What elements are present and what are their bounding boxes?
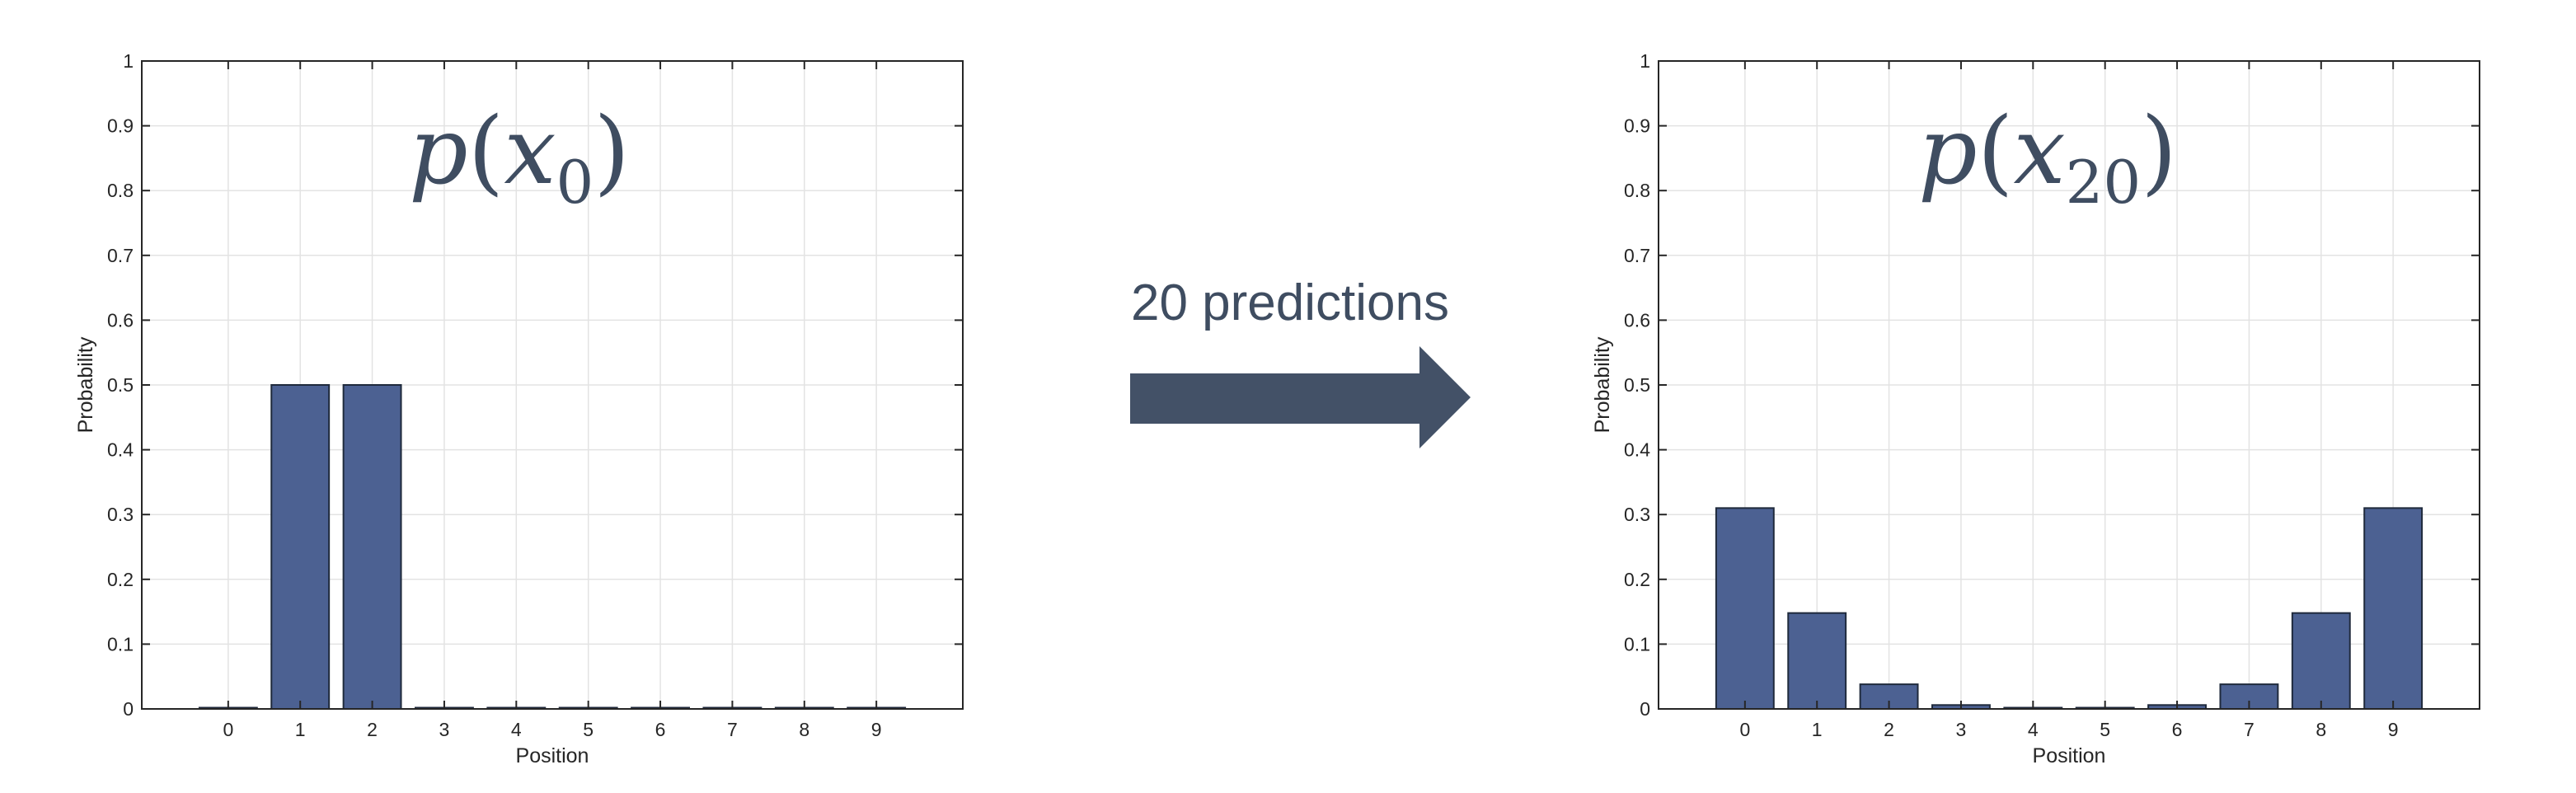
title-func: p (409, 98, 468, 205)
bar-position-1 (1787, 612, 1847, 710)
title-close: ) (2141, 98, 2177, 205)
chart-title: p(x0) (409, 98, 630, 217)
y-tick-label: 0.8 (107, 180, 134, 201)
x-tick-label: 4 (2028, 719, 2039, 740)
x-tick-label: 5 (2100, 719, 2110, 740)
y-tick-label: 0.4 (107, 439, 134, 461)
title-sub: 0 (556, 148, 594, 217)
right-arrow-icon (1130, 346, 1471, 448)
y-tick-label: 0.2 (1624, 569, 1650, 590)
title-close: ) (594, 98, 630, 205)
x-tick-label: 9 (871, 719, 882, 740)
x-tick-label: 8 (799, 719, 809, 740)
x-tick-label: 2 (1884, 719, 1894, 740)
x-axis-label: Position (516, 744, 589, 767)
y-tick-label: 0 (1640, 698, 1650, 720)
bar-position-9 (2363, 507, 2424, 711)
y-tick-label: 0.8 (1624, 180, 1650, 201)
y-tick-label: 0.6 (107, 309, 134, 331)
y-tick-label: 0.7 (107, 245, 134, 266)
x-tick-label: 9 (2388, 719, 2399, 740)
y-tick-label: 0.1 (1624, 633, 1650, 655)
x-tick-label: 0 (223, 719, 233, 740)
chart-p-x20: 0 0.1 0.2 0.3 0.4 0.5 0.6 0.7 0.8 0.9 1 0 1 2 3 4 5 6 7 8 9 P… (1591, 50, 2480, 767)
x-tick-label: 6 (655, 719, 666, 740)
y-tick-label: 0.5 (1624, 374, 1650, 396)
y-tick-label: 0.9 (1624, 115, 1650, 137)
y-tick-label: 0.2 (107, 569, 134, 590)
y-tick-label: 0.3 (107, 504, 134, 525)
x-tick-label: 5 (583, 719, 594, 740)
y-tick-label: 1 (1640, 50, 1650, 72)
prediction-arrow: 20 predictions (1130, 274, 1471, 448)
title-var: x (504, 98, 556, 205)
y-axis-label: Probability (74, 336, 97, 433)
x-tick-label: 8 (2316, 719, 2326, 740)
bar-position-2 (342, 384, 402, 710)
x-tick-label: 7 (727, 719, 738, 740)
x-tick-label: 6 (2172, 719, 2183, 740)
title-open: ( (1978, 98, 2014, 205)
y-tick-label: 0.4 (1624, 439, 1650, 461)
x-tick-label: 7 (2244, 719, 2255, 740)
x-axis-label: Position (2033, 744, 2106, 767)
y-axis-label: Probability (1591, 336, 1614, 433)
x-tick-label: 1 (295, 719, 306, 740)
y-tick-label: 0.9 (107, 115, 134, 137)
x-tick-label: 1 (1812, 719, 1823, 740)
y-tick-label: 0.7 (1624, 245, 1650, 266)
x-tick-label: 0 (1739, 719, 1750, 740)
y-tick-label: 1 (123, 50, 134, 72)
title-open: ( (468, 98, 504, 205)
bar-position-0 (1715, 507, 1775, 711)
x-tick-label: 2 (367, 719, 378, 740)
bar-position-8 (2291, 612, 2351, 710)
y-tick-label: 0 (123, 698, 134, 720)
x-tick-label: 3 (1956, 719, 1967, 740)
y-tick-label: 0.3 (1624, 504, 1650, 525)
title-sub: 20 (2066, 148, 2142, 217)
y-tick-label: 0.6 (1624, 309, 1650, 331)
bar-position-1 (270, 384, 331, 710)
title-func: p (1918, 98, 1978, 205)
chart-title: p(x20) (1918, 98, 2177, 217)
x-tick-label: 4 (511, 719, 522, 740)
arrow-label: 20 predictions (1131, 274, 1449, 331)
chart-p-x0: 0 0.1 0.2 0.3 0.4 0.5 0.6 0.7 0.8 0.9 1 0 1 2 3 4 5 6 7 8 9 P… (74, 50, 964, 767)
x-tick-label: 3 (439, 719, 450, 740)
y-tick-label: 0.1 (107, 633, 134, 655)
title-var: x (2013, 98, 2065, 205)
y-tick-label: 0.5 (107, 374, 134, 396)
